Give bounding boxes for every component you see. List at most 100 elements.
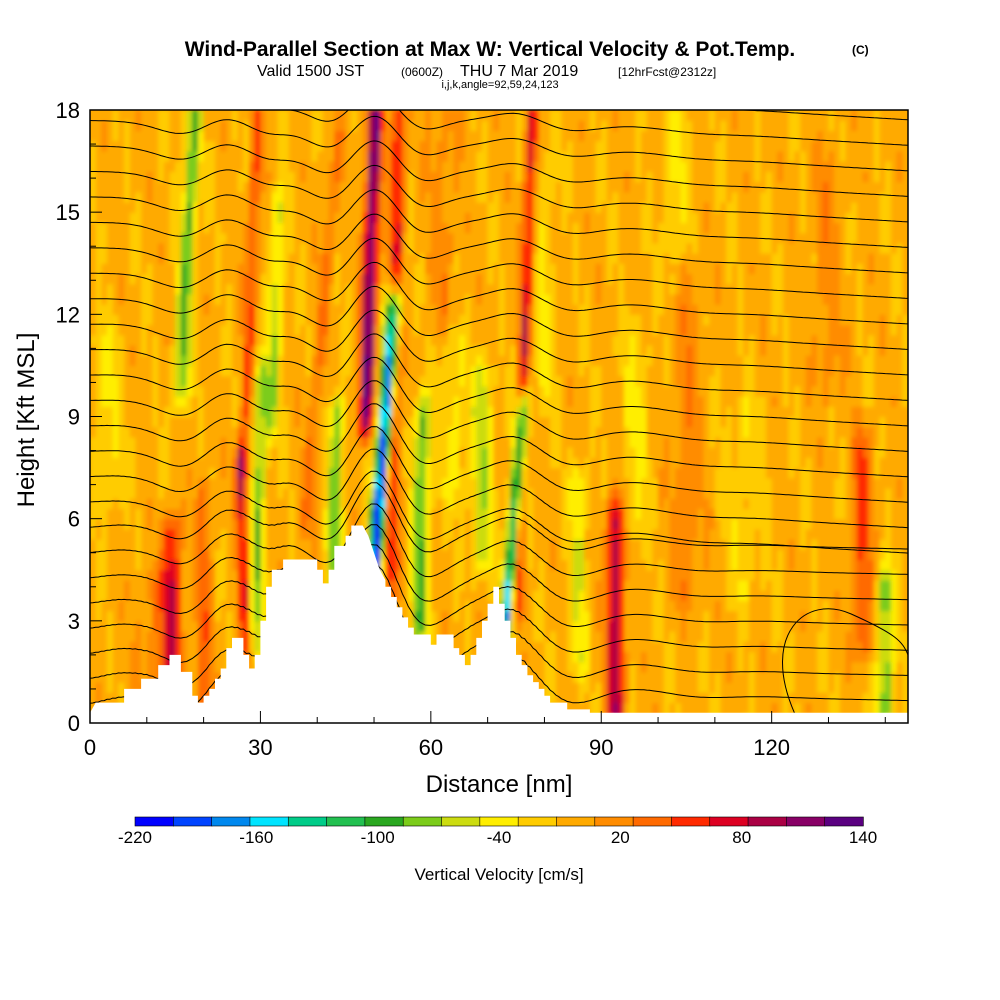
field-cell bbox=[226, 579, 233, 591]
field-cell bbox=[254, 222, 262, 234]
field-cell bbox=[538, 201, 546, 213]
field-cell bbox=[317, 273, 324, 285]
field-cell bbox=[510, 447, 517, 458]
field-cell bbox=[243, 150, 250, 162]
field-cell bbox=[328, 498, 335, 510]
field-cell bbox=[374, 110, 381, 121]
field-cell bbox=[163, 447, 171, 458]
field-cell bbox=[493, 365, 500, 377]
field-cell bbox=[180, 150, 188, 162]
field-cell bbox=[391, 508, 398, 520]
field-cell bbox=[493, 304, 500, 315]
field-cell bbox=[538, 406, 546, 418]
field-cell bbox=[152, 579, 159, 591]
field-cell bbox=[504, 498, 511, 510]
field-cell bbox=[561, 631, 568, 642]
field-cell bbox=[510, 232, 517, 244]
field-cell bbox=[550, 140, 557, 152]
field-cell bbox=[487, 324, 494, 336]
field-cell bbox=[311, 488, 318, 499]
field-cell bbox=[152, 508, 159, 520]
field-cell bbox=[300, 467, 307, 479]
field-cell bbox=[163, 212, 171, 223]
field-cell bbox=[112, 385, 119, 397]
field-cell bbox=[516, 263, 523, 275]
field-cell bbox=[294, 293, 301, 305]
field-cell bbox=[464, 620, 472, 632]
field-cell bbox=[550, 569, 557, 581]
field-cell bbox=[544, 569, 551, 581]
field-cell bbox=[396, 375, 404, 387]
field-cell bbox=[107, 590, 114, 601]
field-cell bbox=[476, 498, 483, 510]
field-cell bbox=[459, 406, 466, 418]
field-cell bbox=[487, 130, 494, 142]
field-cell bbox=[180, 375, 188, 387]
field-cell bbox=[516, 508, 523, 520]
field-cell bbox=[209, 661, 216, 673]
field-cell bbox=[391, 396, 398, 407]
field-cell bbox=[374, 263, 381, 275]
field-cell bbox=[186, 140, 193, 152]
field-cell bbox=[118, 253, 125, 264]
field-cell bbox=[334, 344, 341, 356]
field-cell bbox=[90, 120, 97, 132]
field-cell bbox=[504, 426, 511, 438]
field-cell bbox=[368, 263, 375, 275]
field-cell bbox=[243, 334, 250, 346]
field-cell bbox=[334, 406, 341, 418]
field-cell bbox=[124, 324, 131, 336]
field-cell bbox=[555, 579, 563, 591]
field-cell bbox=[129, 396, 137, 407]
field-cell bbox=[442, 539, 449, 550]
field-cell bbox=[152, 651, 159, 663]
field-cell bbox=[152, 263, 159, 275]
field-cell bbox=[260, 457, 267, 469]
field-cell bbox=[266, 467, 273, 479]
field-cell bbox=[107, 477, 114, 489]
field-cell bbox=[243, 416, 250, 428]
field-cell bbox=[152, 120, 159, 132]
field-cell bbox=[300, 477, 307, 489]
field-cell bbox=[555, 610, 563, 622]
field-cell bbox=[146, 569, 154, 581]
field-cell bbox=[413, 579, 421, 591]
field-cell bbox=[249, 559, 256, 571]
field-cell bbox=[413, 344, 421, 356]
field-cell bbox=[533, 344, 540, 356]
field-cell bbox=[368, 314, 375, 326]
field-cell bbox=[169, 610, 176, 622]
field-cell bbox=[180, 528, 188, 540]
field-cell bbox=[317, 304, 324, 315]
field-cell bbox=[311, 314, 318, 326]
field-cell bbox=[135, 212, 142, 223]
field-cell bbox=[180, 181, 188, 193]
field-cell bbox=[374, 355, 381, 367]
field-cell bbox=[402, 110, 409, 121]
field-cell bbox=[305, 457, 313, 469]
field-cell bbox=[118, 447, 125, 458]
field-cell bbox=[555, 671, 563, 683]
field-cell bbox=[379, 385, 386, 397]
field-cell bbox=[425, 110, 432, 121]
field-cell bbox=[124, 488, 131, 499]
field-cell bbox=[118, 304, 125, 315]
field-cell bbox=[391, 120, 398, 132]
field-cell bbox=[107, 539, 114, 550]
field-cell bbox=[504, 344, 511, 356]
field-cell bbox=[538, 426, 546, 438]
field-cell bbox=[305, 539, 313, 550]
field-cell bbox=[209, 150, 216, 162]
field-cell bbox=[112, 161, 119, 172]
field-cell bbox=[481, 426, 489, 438]
field-cell bbox=[288, 436, 296, 448]
field-cell bbox=[186, 569, 193, 581]
field-cell bbox=[470, 344, 477, 356]
field-cell bbox=[135, 304, 142, 315]
field-cell bbox=[419, 549, 426, 561]
field-cell bbox=[550, 590, 557, 601]
field-cell bbox=[260, 508, 267, 520]
field-cell bbox=[538, 222, 546, 234]
field-cell bbox=[442, 222, 449, 234]
field-cell bbox=[283, 528, 290, 540]
